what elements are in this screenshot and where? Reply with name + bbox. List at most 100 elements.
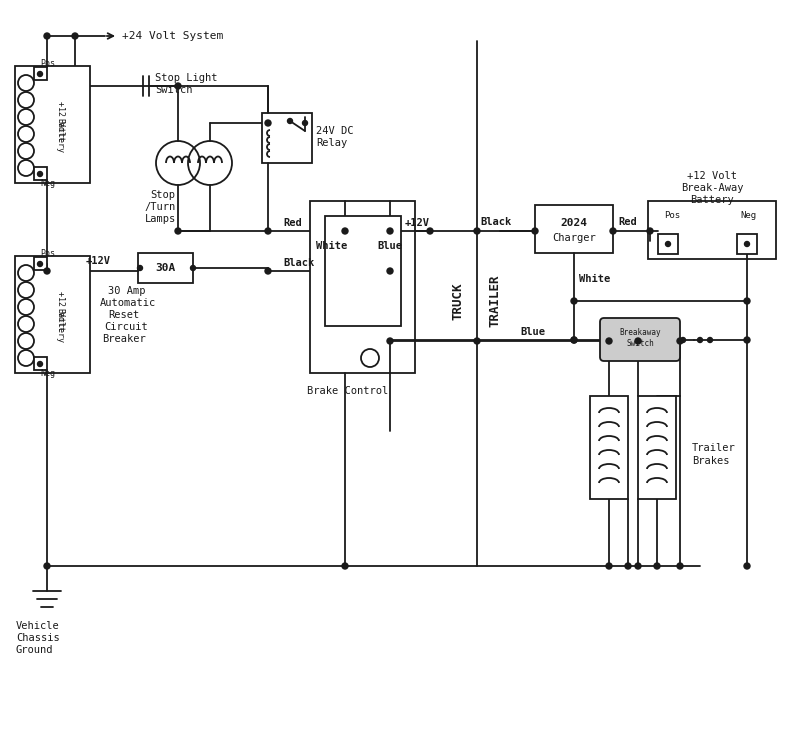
Circle shape [175, 228, 181, 234]
Bar [138, 253, 193, 283]
Circle shape [744, 563, 750, 569]
Circle shape [744, 337, 750, 343]
Circle shape [474, 228, 480, 234]
Circle shape [707, 338, 713, 343]
Circle shape [265, 120, 271, 126]
Text: Circuit: Circuit [104, 322, 148, 332]
Circle shape [610, 228, 616, 234]
Text: TRAILER: TRAILER [489, 275, 502, 327]
Text: Pos: Pos [41, 249, 55, 259]
Text: Blue: Blue [378, 241, 402, 251]
Text: Battery: Battery [55, 118, 65, 154]
Text: Automatic: Automatic [100, 298, 156, 308]
Text: Neg: Neg [41, 178, 55, 187]
Text: Pos: Pos [41, 59, 55, 69]
Bar [737, 234, 757, 254]
Circle shape [44, 563, 50, 569]
FancyBboxPatch shape [600, 318, 680, 361]
Text: 24V DC: 24V DC [316, 126, 354, 136]
Text: 2024: 2024 [561, 218, 587, 228]
Circle shape [72, 33, 78, 39]
Circle shape [342, 563, 348, 569]
Circle shape [744, 298, 750, 304]
Text: Chassis: Chassis [16, 633, 60, 643]
Text: 30A: 30A [155, 263, 175, 273]
Circle shape [474, 338, 480, 344]
Bar [34, 67, 47, 80]
Circle shape [635, 563, 641, 569]
Bar [535, 205, 613, 253]
Circle shape [532, 228, 538, 234]
Bar [34, 257, 47, 270]
Circle shape [265, 228, 271, 234]
Circle shape [44, 33, 50, 39]
Bar [15, 256, 90, 373]
Circle shape [44, 268, 50, 274]
Text: Ground: Ground [16, 645, 54, 655]
Text: /Turn: /Turn [144, 202, 176, 212]
Text: 30 Amp: 30 Amp [108, 286, 146, 296]
Text: +12V: +12V [405, 218, 430, 228]
Text: Battery: Battery [690, 195, 734, 205]
Text: +12 Volt: +12 Volt [55, 291, 65, 331]
Circle shape [571, 337, 577, 343]
Bar [590, 396, 628, 499]
Circle shape [606, 338, 612, 344]
Text: +12 Volt: +12 Volt [687, 171, 737, 181]
Text: Blue: Blue [520, 327, 545, 337]
Bar [15, 66, 90, 183]
Circle shape [635, 338, 641, 344]
Circle shape [387, 228, 393, 234]
Circle shape [606, 563, 612, 569]
Text: Vehicle: Vehicle [16, 621, 60, 631]
Bar [325, 216, 401, 326]
Circle shape [387, 338, 393, 344]
Text: TRUCK: TRUCK [451, 282, 465, 319]
Text: Breaker: Breaker [102, 334, 146, 344]
Text: Black: Black [283, 258, 314, 268]
Circle shape [625, 563, 631, 569]
Circle shape [647, 228, 653, 234]
Bar [638, 396, 676, 499]
Bar [262, 113, 312, 163]
Circle shape [175, 83, 181, 89]
Text: Neg: Neg [41, 368, 55, 377]
Text: Red: Red [618, 217, 637, 227]
Circle shape [698, 338, 702, 343]
Text: Relay: Relay [316, 138, 347, 148]
Circle shape [681, 338, 686, 343]
Text: Black: Black [480, 217, 511, 227]
Circle shape [654, 563, 660, 569]
Circle shape [38, 172, 42, 176]
Text: Brakes: Brakes [692, 456, 730, 466]
Bar [34, 167, 47, 180]
Circle shape [427, 228, 433, 234]
Text: +12V: +12V [86, 256, 111, 266]
Text: White: White [316, 241, 348, 251]
Text: +12 Volt: +12 Volt [55, 101, 65, 141]
Circle shape [38, 262, 42, 267]
Circle shape [38, 362, 42, 366]
Text: +24 Volt System: +24 Volt System [122, 31, 223, 41]
Circle shape [342, 228, 348, 234]
Text: Battery: Battery [55, 308, 65, 344]
Bar [310, 201, 415, 373]
Text: Charger: Charger [552, 233, 596, 243]
Circle shape [190, 265, 195, 270]
Text: Reset: Reset [108, 310, 139, 320]
Circle shape [138, 265, 142, 270]
Circle shape [571, 337, 577, 343]
Circle shape [666, 241, 670, 246]
Circle shape [387, 268, 393, 274]
Circle shape [287, 118, 293, 124]
Circle shape [745, 241, 750, 246]
Text: Trailer: Trailer [692, 443, 736, 453]
Text: Stop: Stop [150, 190, 175, 200]
Text: Break-Away: Break-Away [681, 183, 743, 193]
Text: White: White [579, 274, 610, 284]
Text: Brake Control: Brake Control [307, 386, 389, 396]
Text: Lamps: Lamps [144, 214, 176, 224]
Circle shape [38, 72, 42, 77]
Text: Breakaway
Switch: Breakaway Switch [619, 328, 661, 348]
Text: Stop Light: Stop Light [155, 73, 218, 83]
